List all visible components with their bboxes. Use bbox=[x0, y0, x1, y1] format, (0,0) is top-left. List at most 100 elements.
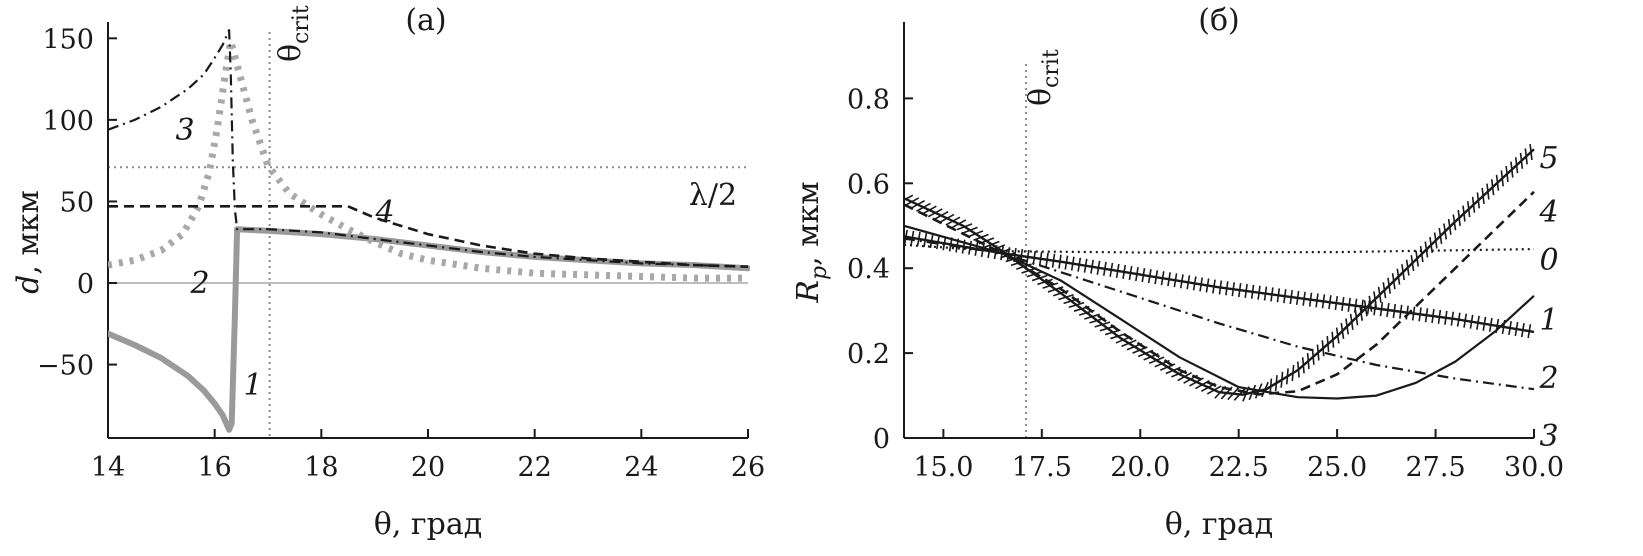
series-mark-5 bbox=[1254, 383, 1263, 399]
y-axis-label: Rp, мкм bbox=[791, 181, 832, 303]
series-mark-5 bbox=[1200, 382, 1216, 392]
x-tick-label: 22 bbox=[517, 452, 551, 483]
series-mark-2 bbox=[1231, 282, 1235, 297]
series-mark-5 bbox=[1177, 371, 1192, 382]
x-tick-label: 26 bbox=[731, 452, 765, 483]
series-mark-5 bbox=[1391, 273, 1396, 290]
series-mark-2 bbox=[1257, 285, 1261, 300]
curve-label-2: 2 bbox=[1538, 361, 1558, 396]
x-tick-label: 25.0 bbox=[1307, 452, 1367, 483]
critical-angle-label-text: θcrit bbox=[1023, 49, 1064, 106]
x-tick-label: 30.0 bbox=[1504, 452, 1564, 483]
series-mark-2 bbox=[1218, 280, 1223, 295]
x-tick-label: 24 bbox=[624, 452, 658, 483]
series-mark-5 bbox=[1331, 331, 1335, 348]
series-mark-5 bbox=[1359, 304, 1363, 321]
series-mark-2 bbox=[929, 234, 934, 249]
series-mark-5 bbox=[994, 248, 1011, 255]
series-mark-2 bbox=[1250, 284, 1255, 299]
series-mark-5 bbox=[1110, 333, 1126, 340]
series-mark-2 bbox=[961, 239, 966, 254]
series-mark-5 bbox=[1242, 386, 1250, 402]
series-mark-5 bbox=[904, 194, 914, 201]
series-mark-5 bbox=[1052, 289, 1069, 297]
series-mark-5 bbox=[1443, 223, 1447, 240]
series-mark-2 bbox=[1456, 312, 1461, 327]
series-mark-5 bbox=[1005, 255, 1022, 263]
series-mark-2 bbox=[1295, 290, 1300, 305]
series-mark-2 bbox=[1205, 278, 1210, 293]
x-tick-label: 18 bbox=[304, 452, 338, 483]
curve-label-1: 1 bbox=[1539, 303, 1558, 338]
series-mark-2 bbox=[1527, 324, 1532, 339]
series-mark-5 bbox=[927, 208, 943, 218]
critical-angle-label: θcrit bbox=[273, 5, 314, 62]
series-mark-2 bbox=[1199, 277, 1204, 292]
series-mark-5 bbox=[984, 240, 1000, 249]
series-mark-5 bbox=[916, 202, 931, 212]
crit-subscript: crit bbox=[1039, 49, 1064, 88]
series-mark-5 bbox=[1031, 274, 1048, 282]
series-mark-2 bbox=[1302, 291, 1306, 306]
series-mark-2 bbox=[968, 240, 973, 255]
series-mark-5 bbox=[1189, 377, 1204, 387]
series-mark-5 bbox=[1345, 318, 1349, 335]
series-mark-5 bbox=[1016, 263, 1032, 270]
series-mark-5 bbox=[1068, 301, 1085, 309]
series-mark-5 bbox=[967, 230, 984, 238]
series-mark-2 bbox=[1225, 281, 1229, 296]
series-mark-5 bbox=[1026, 270, 1043, 278]
series-mark-2 bbox=[1366, 300, 1371, 315]
series-mark-5 bbox=[1115, 336, 1132, 344]
series-mark-2 bbox=[1328, 295, 1332, 310]
series-mark-5 bbox=[1274, 375, 1278, 392]
series-mark-2 bbox=[1392, 303, 1397, 318]
series-mark-2 bbox=[1147, 269, 1152, 284]
y-tick-label: 0.4 bbox=[847, 254, 890, 285]
panel-tag: (б) bbox=[1198, 3, 1239, 38]
theta-symbol: θ bbox=[1023, 88, 1058, 106]
curve-label-3: 3 bbox=[175, 113, 194, 148]
series-line-0 bbox=[904, 243, 1535, 254]
series-mark-5 bbox=[1171, 369, 1187, 378]
series-mark-2 bbox=[1520, 323, 1525, 338]
series-mark-2 bbox=[1341, 296, 1345, 312]
series-mark-5 bbox=[933, 210, 949, 221]
series-line-4 bbox=[108, 205, 749, 268]
curve-label-5: 5 bbox=[1539, 141, 1558, 176]
x-tick-label: 20.0 bbox=[1110, 452, 1170, 483]
series-mark-2 bbox=[1508, 320, 1512, 336]
series-mark-2 bbox=[1514, 322, 1519, 337]
series-mark-2 bbox=[1315, 293, 1319, 308]
series-mark-2 bbox=[1141, 268, 1146, 283]
y-tick-label: 0.8 bbox=[847, 84, 890, 115]
series-mark-5 bbox=[1195, 380, 1210, 390]
series-mark-5 bbox=[1326, 335, 1330, 353]
series-mark-5 bbox=[1476, 192, 1481, 209]
y-tick-label: 0.2 bbox=[847, 339, 890, 370]
series-mark-2 bbox=[1090, 259, 1094, 274]
series-mark-5 bbox=[1089, 317, 1106, 324]
series-mark-5 bbox=[1467, 201, 1471, 218]
series-mark-2 bbox=[1064, 255, 1069, 270]
series-mark-5 bbox=[1126, 342, 1143, 351]
y-axis-unit: , мкм bbox=[791, 181, 826, 266]
series-mark-5 bbox=[1121, 339, 1137, 348]
series-mark-2 bbox=[1077, 257, 1082, 272]
series-mark-2 bbox=[1495, 318, 1500, 333]
series-mark-5 bbox=[1363, 300, 1368, 317]
series-mark-5 bbox=[1291, 364, 1295, 382]
series-mark-2 bbox=[1488, 317, 1493, 332]
series-mark-2 bbox=[1019, 248, 1024, 264]
series-mark-5 bbox=[1220, 386, 1233, 400]
series-mark-2 bbox=[1347, 297, 1351, 312]
series-mark-5 bbox=[1078, 309, 1095, 316]
series-mark-5 bbox=[1073, 305, 1090, 312]
curve-label-4: 4 bbox=[1538, 195, 1558, 230]
series-line-3 bbox=[904, 237, 1535, 391]
series-mark-2 bbox=[1283, 289, 1287, 304]
series-mark-2 bbox=[916, 231, 921, 246]
series-mark-5 bbox=[1349, 313, 1354, 330]
series-mark-5 bbox=[1529, 143, 1533, 161]
series-mark-5 bbox=[1000, 252, 1016, 259]
